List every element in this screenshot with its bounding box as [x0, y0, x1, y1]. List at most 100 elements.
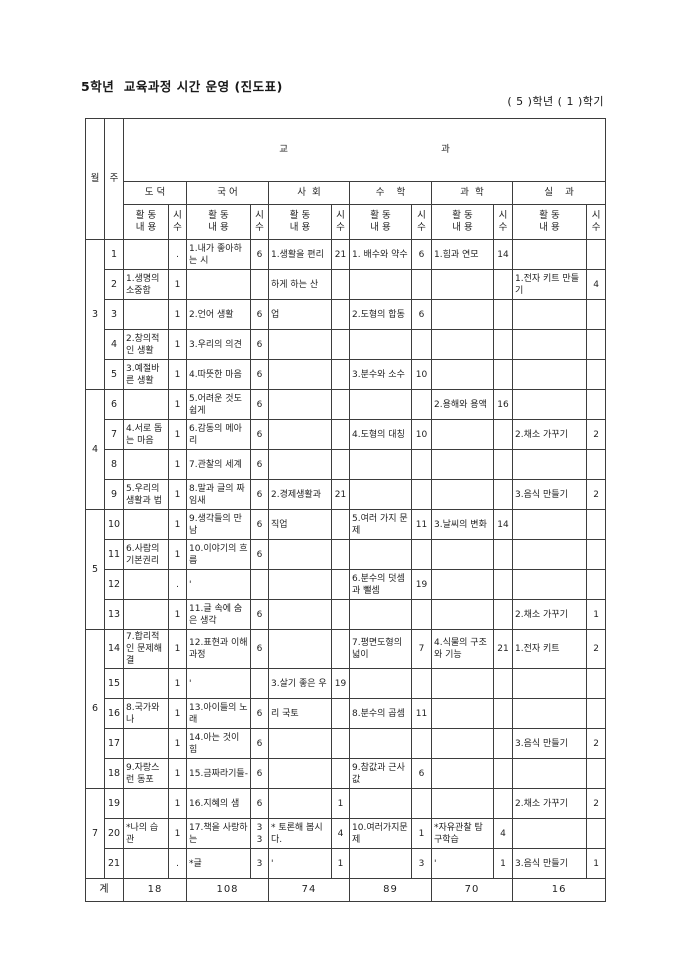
- activity-cell: ': [431, 848, 494, 879]
- activity-cell: [123, 569, 169, 600]
- hours-cell: [331, 299, 350, 330]
- activity-cell: [123, 668, 169, 699]
- activity-cell: [431, 299, 494, 330]
- hours-cell: [411, 449, 432, 480]
- hours-cell: 1: [168, 479, 187, 510]
- week-cell: 12: [104, 569, 124, 600]
- activity-cell: 1.생명의 소중함: [123, 269, 169, 300]
- hours-cell: [331, 728, 350, 759]
- activity-cell: 6.감동의 메아리: [186, 419, 251, 450]
- table-row: 3 1 2.언어 생활 6 업 2.도형의 합동 6: [86, 299, 607, 330]
- activity-cell: [431, 728, 494, 759]
- hours-cell: [331, 599, 350, 630]
- hours-cell: [585, 389, 607, 420]
- activity-cell: [349, 479, 412, 510]
- hours-cell: [585, 449, 607, 480]
- hours-cell: 1: [331, 848, 350, 879]
- subject-header-science: 과 학: [431, 181, 513, 205]
- activity-cell: 리 국토: [268, 698, 332, 729]
- hours-cell: 1: [168, 758, 187, 789]
- table-row: 7 19 1 16.지혜의 샘 6 1 2.채소 가꾸기 2: [85, 788, 607, 879]
- activity-cell: 2.채소 가꾸기: [512, 599, 587, 630]
- hours-cell: 16: [493, 389, 513, 420]
- hours-cell: [331, 569, 350, 600]
- month-cell: 4: [85, 389, 105, 510]
- table-row: 5 10 1 9.생각들의 만남 6 직업 5.여러 가지 문제 11 3.날씨의 변화 14: [85, 509, 607, 630]
- activity-cell: [431, 479, 494, 510]
- hours-cell: 6: [250, 299, 269, 330]
- hours-cell: [585, 569, 607, 600]
- activity-cell: [268, 389, 332, 420]
- activity-cell: [512, 449, 587, 480]
- subject-header-social: 사 회: [268, 181, 350, 205]
- curriculum-table: 월 주 교 과 도 덕 국 어 사 회 수 학 과 학 실 과 활 동: [85, 118, 607, 902]
- activity-cell: 1.생활을 편리: [268, 239, 332, 270]
- week-cell: 18: [104, 758, 124, 789]
- hours-cell: 1: [168, 299, 187, 330]
- hours-cell: 10: [411, 419, 432, 450]
- activity-cell: [268, 758, 332, 789]
- week-cell: 15: [104, 668, 124, 699]
- hours-cell: 1: [168, 329, 187, 360]
- hours-label-cell: 시 수: [411, 204, 432, 240]
- hours-cell: 4: [585, 269, 607, 300]
- hours-cell: 6: [411, 299, 432, 330]
- activity-cell: 3.살기 좋은 우: [268, 668, 332, 699]
- activity-cell: 직업: [268, 509, 332, 540]
- activity-cell: 하게 하는 산: [268, 269, 332, 300]
- hours-cell: 7: [411, 629, 432, 669]
- hours-cell: 10: [411, 359, 432, 390]
- hours-cell: 1: [168, 419, 187, 450]
- hours-cell: 21: [331, 479, 350, 510]
- activity-cell: [431, 419, 494, 450]
- week-cell: 8: [104, 449, 124, 480]
- hours-cell: 19: [331, 668, 350, 699]
- hours-label-cell: 시 수: [493, 204, 513, 240]
- activity-cell: 8.국가와 나: [123, 698, 169, 729]
- activity-cell: 14.아는 것이 힘: [186, 728, 251, 759]
- table-row: 21. *글 3 ' 1 3 ' 1 3.음식 만들기 1: [86, 848, 607, 879]
- hours-cell: [493, 668, 513, 699]
- table-row: 18 9.자랑스런 동포 1 15.금짜라기들- 6 9.참값과 근사값 6: [86, 758, 607, 789]
- hours-cell: 14: [493, 239, 513, 270]
- activity-cell: [512, 539, 587, 570]
- table-row: 4 6 1 5.어려운 것도 쉽게 6 2.용해와 용액 16: [85, 389, 607, 510]
- activity-cell: 4.도형의 대칭: [349, 419, 412, 450]
- hours-cell: 6: [250, 758, 269, 789]
- activity-label-cell: 활 동 내 용: [268, 204, 332, 240]
- header-row-group: 월 주 교 과: [85, 118, 607, 240]
- activity-cell: 3.예절바른 생활: [123, 359, 169, 390]
- activity-cell: 3.음식 만들기: [512, 848, 587, 879]
- header-row-subjects: 도 덕 국 어 사 회 수 학 과 학 실 과: [86, 181, 607, 205]
- hours-cell: 1: [168, 269, 187, 300]
- hours-cell: 19: [411, 569, 432, 600]
- total-value-cell: 89: [349, 878, 432, 902]
- month-cell: 3: [85, 239, 105, 390]
- hours-label-cell: 시 수: [585, 204, 607, 240]
- activity-cell: [349, 788, 412, 819]
- hours-cell: 4: [331, 818, 350, 849]
- hours-cell: 2: [585, 629, 607, 669]
- hours-cell: [493, 299, 513, 330]
- activity-cell: 3.음식 만들기: [512, 479, 587, 510]
- activity-cell: ': [186, 569, 251, 600]
- hours-cell: [585, 299, 607, 330]
- activity-cell: 7.합리적인 문제해결: [123, 629, 169, 669]
- total-value-cell: 16: [511, 878, 607, 902]
- activity-cell: *글: [186, 848, 251, 879]
- hours-cell: [493, 359, 513, 390]
- activity-cell: 9.참값과 근사값: [349, 758, 412, 789]
- activity-cell: 3.음식 만들기: [512, 728, 587, 759]
- activity-cell: 2.도형의 합동: [349, 299, 412, 330]
- hours-cell: 1: [331, 788, 350, 819]
- activity-cell: 4.식물의 구조와 기능: [431, 629, 494, 669]
- hours-cell: 6: [250, 359, 269, 390]
- hours-cell: [585, 329, 607, 360]
- activity-cell: [512, 329, 587, 360]
- hours-cell: 2: [585, 788, 607, 819]
- hours-cell: 6: [250, 599, 269, 630]
- activity-cell: [268, 629, 332, 669]
- hours-cell: 3 3: [250, 818, 269, 849]
- week-cell: 6: [104, 389, 124, 420]
- page-title: 5학년 교육과정 시간 운영 (진도표): [81, 79, 283, 94]
